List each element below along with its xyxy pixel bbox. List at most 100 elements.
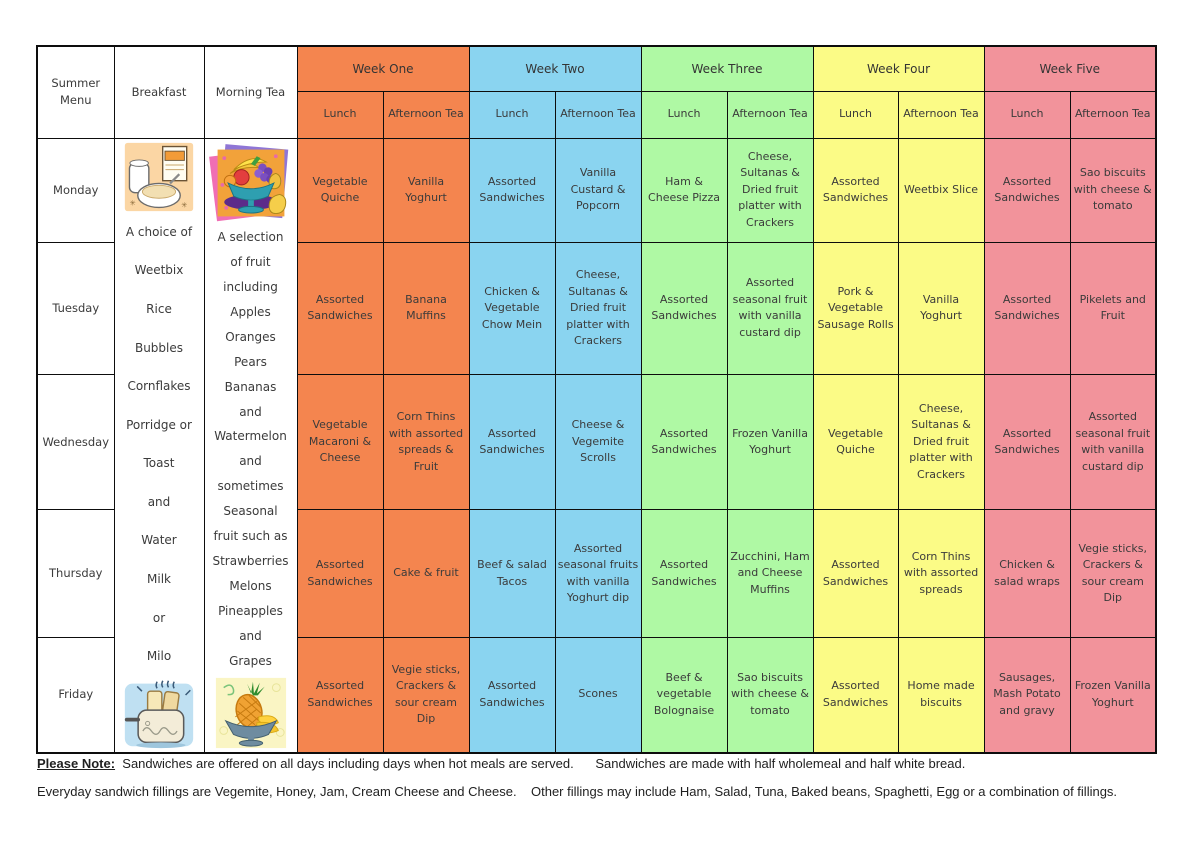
cell-thursday-week-five-afternoon-tea: Vegie sticks, Crackers & sour cream Dip [1069,509,1157,638]
cell-tuesday-week-two-afternoon-tea: Cheese, Sultanas & Dried fruit platter w… [554,241,642,376]
morning-tea-text-line: Bananas [224,379,277,394]
breakfast-text-line: Cornflakes [127,379,191,394]
week-three-afternoon-tea-header: Afternoon Tea [726,90,814,139]
cell-friday-week-three-lunch: Beef & vegetable Bolognaise [640,636,728,754]
cell-monday-week-three-lunch: Ham & Cheese Pizza [640,137,728,243]
morning-tea-text-line: Watermelon [214,429,287,444]
cell-wednesday-week-three-afternoon-tea: Frozen Vanilla Yoghurt [726,374,814,511]
cell-friday-week-four-lunch: Assorted Sandwiches [812,636,899,754]
cell-monday-week-four-lunch: Assorted Sandwiches [812,137,899,243]
cell-wednesday-week-one-afternoon-tea: Corn Thins with assorted spreads & Fruit [382,374,470,511]
cell-tuesday-week-three-lunch: Assorted Sandwiches [640,241,728,376]
cell-thursday-week-two-afternoon-tea: Assorted seasonal fruits with vanilla Yo… [554,509,642,638]
breakfast-text-line: and [147,494,171,509]
cell-friday-week-two-afternoon-tea: Scones [554,636,642,754]
week-four-lunch-header: Lunch [812,90,899,139]
cell-monday-week-two-afternoon-tea: Vanilla Custard & Popcorn [554,137,642,243]
morning-tea-text-line: Oranges [225,329,276,344]
cell-thursday-week-one-afternoon-tea: Cake & fruit [382,509,470,638]
breakfast-text-line: Weetbix [134,263,184,278]
breakfast-text-line: Rice [146,301,172,316]
cell-thursday-week-three-afternoon-tea: Zucchini, Ham and Cheese Muffins [726,509,814,638]
breakfast-text-line: Toast [143,456,175,471]
cell-tuesday-week-three-afternoon-tea: Assorted seasonal fruit with vanilla cus… [726,241,814,376]
morning-tea-text-line: Seasonal [223,504,278,519]
breakfast-text-line: Water [141,533,177,548]
morning-tea-text-line: Pears [234,354,267,369]
note-line-2: Everyday sandwich fillings are Vegemite,… [37,784,1157,799]
week-header-week-five: Week Five [983,45,1157,92]
week-five-afternoon-tea-header: Afternoon Tea [1069,90,1157,139]
breakfast-text-line: Porridge or [126,417,192,432]
week-five-lunch-header: Lunch [983,90,1071,139]
morning-tea-text-line: of fruit [230,254,271,269]
breakfast-text-line: Bubbles [134,340,184,355]
morning-tea-text-line: including [223,279,278,294]
summer-menu-table: Summer Menu Breakfast Morning Tea Week O… [36,45,1158,754]
morning-tea-text-line: Grapes [229,653,272,668]
morning-tea-text-line: Apples [230,304,271,319]
cell-friday-week-five-afternoon-tea: Frozen Vanilla Yoghurt [1069,636,1157,754]
note-1-text: Sandwiches are offered on all days inclu… [115,756,966,771]
day-label-friday: Friday [36,636,115,754]
cell-friday-week-three-afternoon-tea: Sao biscuits with cheese & tomato [726,636,814,754]
cell-wednesday-week-three-lunch: Assorted Sandwiches [640,374,728,511]
fruit-bowl-icon [208,143,288,221]
breakfast-text-line: or [152,610,166,625]
svg-text:✳: ✳ [181,200,187,209]
day-label-thursday: Thursday [36,509,115,638]
cell-tuesday-week-five-lunch: Assorted Sandwiches [983,241,1071,376]
cell-wednesday-week-one-lunch: Vegetable Macaroni & Cheese [296,374,384,511]
cell-friday-week-one-lunch: Assorted Sandwiches [296,636,384,754]
breakfast-text-line: Milk [147,571,171,586]
cell-thursday-week-two-lunch: Beef & salad Tacos [468,509,556,638]
note-2-text: Everyday sandwich fillings are Vegemite,… [37,784,1118,799]
cell-wednesday-week-four-afternoon-tea: Cheese, Sultanas & Dried fruit platter w… [897,374,985,511]
cell-tuesday-week-one-afternoon-tea: Banana Muffins [382,241,470,376]
cell-friday-week-five-lunch: Sausages, Mash Potato and gravy [983,636,1071,754]
day-label-wednesday: Wednesday [36,374,115,511]
week-header-week-three: Week Three [640,45,814,92]
cell-tuesday-week-two-lunch: Chicken & Vegetable Chow Mein [468,241,556,376]
cell-monday-week-two-lunch: Assorted Sandwiches [468,137,556,243]
week-one-afternoon-tea-header: Afternoon Tea [382,90,470,139]
cell-wednesday-week-five-afternoon-tea: Assorted seasonal fruit with vanilla cus… [1069,374,1157,511]
breakfast-cell: ✳ ✳ A choice of Weetbix Rice Bubbles Cornfla… [113,137,205,753]
morning-tea-text-line: and [239,454,262,469]
cell-friday-week-one-afternoon-tea: Vegie sticks, Crackers & sour cream Dip [382,636,470,754]
morning-tea-text-line: Strawberries [212,554,289,569]
breakfast-content: ✳ ✳ A choice of Weetbix Rice Bubbles Cornfla… [115,139,203,752]
breakfast-text-line: A choice of [125,224,193,239]
week-two-lunch-header: Lunch [468,90,556,139]
cell-tuesday-week-five-afternoon-tea: Pikelets and Fruit [1069,241,1157,376]
morning-tea-text-line: fruit such as [213,529,288,544]
pineapple-and-bananas-bowl-icon [215,677,286,748]
morning-tea-text-line: A selection [217,229,284,244]
morning-tea-text: A selection of fruit including Apples Orange… [205,225,296,674]
cell-thursday-week-four-lunch: Assorted Sandwiches [812,509,899,638]
cell-tuesday-week-four-lunch: Pork & Vegetable Sausage Rolls [812,241,899,376]
cereal-bowl-and-milk-icon: ✳ ✳ [124,142,194,211]
cell-monday-week-one-lunch: Vegetable Quiche [296,137,384,243]
day-label-monday: Monday [36,137,115,243]
morning-tea-column-header: Morning Tea [203,45,298,139]
breakfast-text-line: Milo [146,649,172,664]
footer-notes: Please Note: Sandwiches are offered on a… [37,756,1157,812]
breakfast-column-header: Breakfast [113,45,205,139]
cell-wednesday-week-four-lunch: Vegetable Quiche [812,374,899,511]
cell-friday-week-two-lunch: Assorted Sandwiches [468,636,556,754]
morning-tea-text-line: sometimes [217,479,284,494]
cell-wednesday-week-two-lunch: Assorted Sandwiches [468,374,556,511]
morning-tea-text-line: and [239,404,262,419]
cell-monday-week-one-afternoon-tea: Vanilla Yoghurt [382,137,470,243]
cell-thursday-week-five-lunch: Chicken & salad wraps [983,509,1071,638]
breakfast-text: A choice of Weetbix Rice Bubbles Cornflakes P… [115,213,203,676]
cell-monday-week-five-lunch: Assorted Sandwiches [983,137,1071,243]
morning-tea-text-line: and [239,628,262,643]
cell-wednesday-week-five-lunch: Assorted Sandwiches [983,374,1071,511]
cell-monday-week-three-afternoon-tea: Cheese, Sultanas & Dried fruit platter w… [726,137,814,243]
cell-tuesday-week-four-afternoon-tea: Vanilla Yoghurt [897,241,985,376]
morning-tea-cell: A selection of fruit including Apples Orange… [203,137,298,753]
cell-friday-week-four-afternoon-tea: Home made biscuits [897,636,985,754]
